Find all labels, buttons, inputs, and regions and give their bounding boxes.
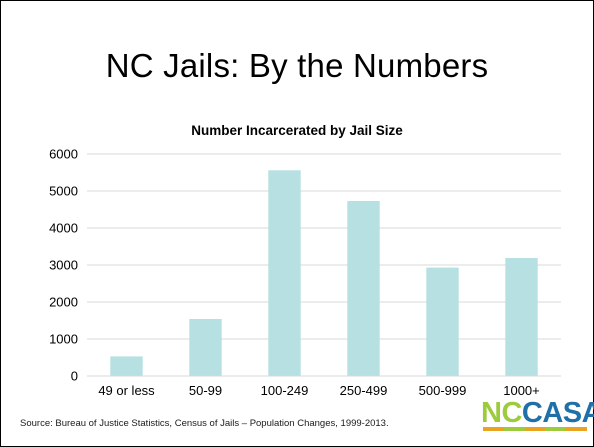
bar xyxy=(110,356,143,376)
logo-color-strip xyxy=(483,427,587,431)
y-tick-label: 2000 xyxy=(49,295,78,310)
logo-strip-segment xyxy=(566,427,587,431)
y-tick-label: 5000 xyxy=(49,184,78,199)
y-tick-label: 4000 xyxy=(49,221,78,236)
y-tick-label: 3000 xyxy=(49,258,78,273)
source-citation: Source: Bureau of Justice Statistics, Ce… xyxy=(20,418,389,429)
x-tick-label: 1000+ xyxy=(503,383,540,398)
bar xyxy=(505,257,538,376)
y-tick-label: 1000 xyxy=(49,332,78,347)
logo-strip-segment xyxy=(483,427,504,431)
logo-text-nc: NC xyxy=(481,397,522,429)
logo-strip-segment xyxy=(503,427,525,431)
ncc-logo: NCCASA xyxy=(481,397,594,435)
bar xyxy=(268,170,301,376)
bar xyxy=(426,267,459,376)
x-tick-label: 49 or less xyxy=(98,383,155,398)
bar xyxy=(347,200,380,376)
y-tick-label: 6000 xyxy=(49,147,78,162)
logo-strip-segment xyxy=(524,427,546,431)
bar-chart: Number Incarcerated by Jail Size 0 1000 20… xyxy=(49,123,561,398)
slide-title: NC Jails: By the Numbers xyxy=(105,47,489,84)
logo-strip-segment xyxy=(545,427,567,431)
logo-text-casa: CASA xyxy=(521,397,594,429)
x-tick-label: 50-99 xyxy=(189,383,222,398)
x-tick-label: 250-499 xyxy=(340,383,388,398)
x-tick-label: 100-249 xyxy=(261,383,309,398)
x-tick-label: 500-999 xyxy=(419,383,467,398)
y-tick-label: 0 xyxy=(71,369,78,384)
bar xyxy=(189,319,222,376)
chart-title: Number Incarcerated by Jail Size xyxy=(191,123,403,138)
